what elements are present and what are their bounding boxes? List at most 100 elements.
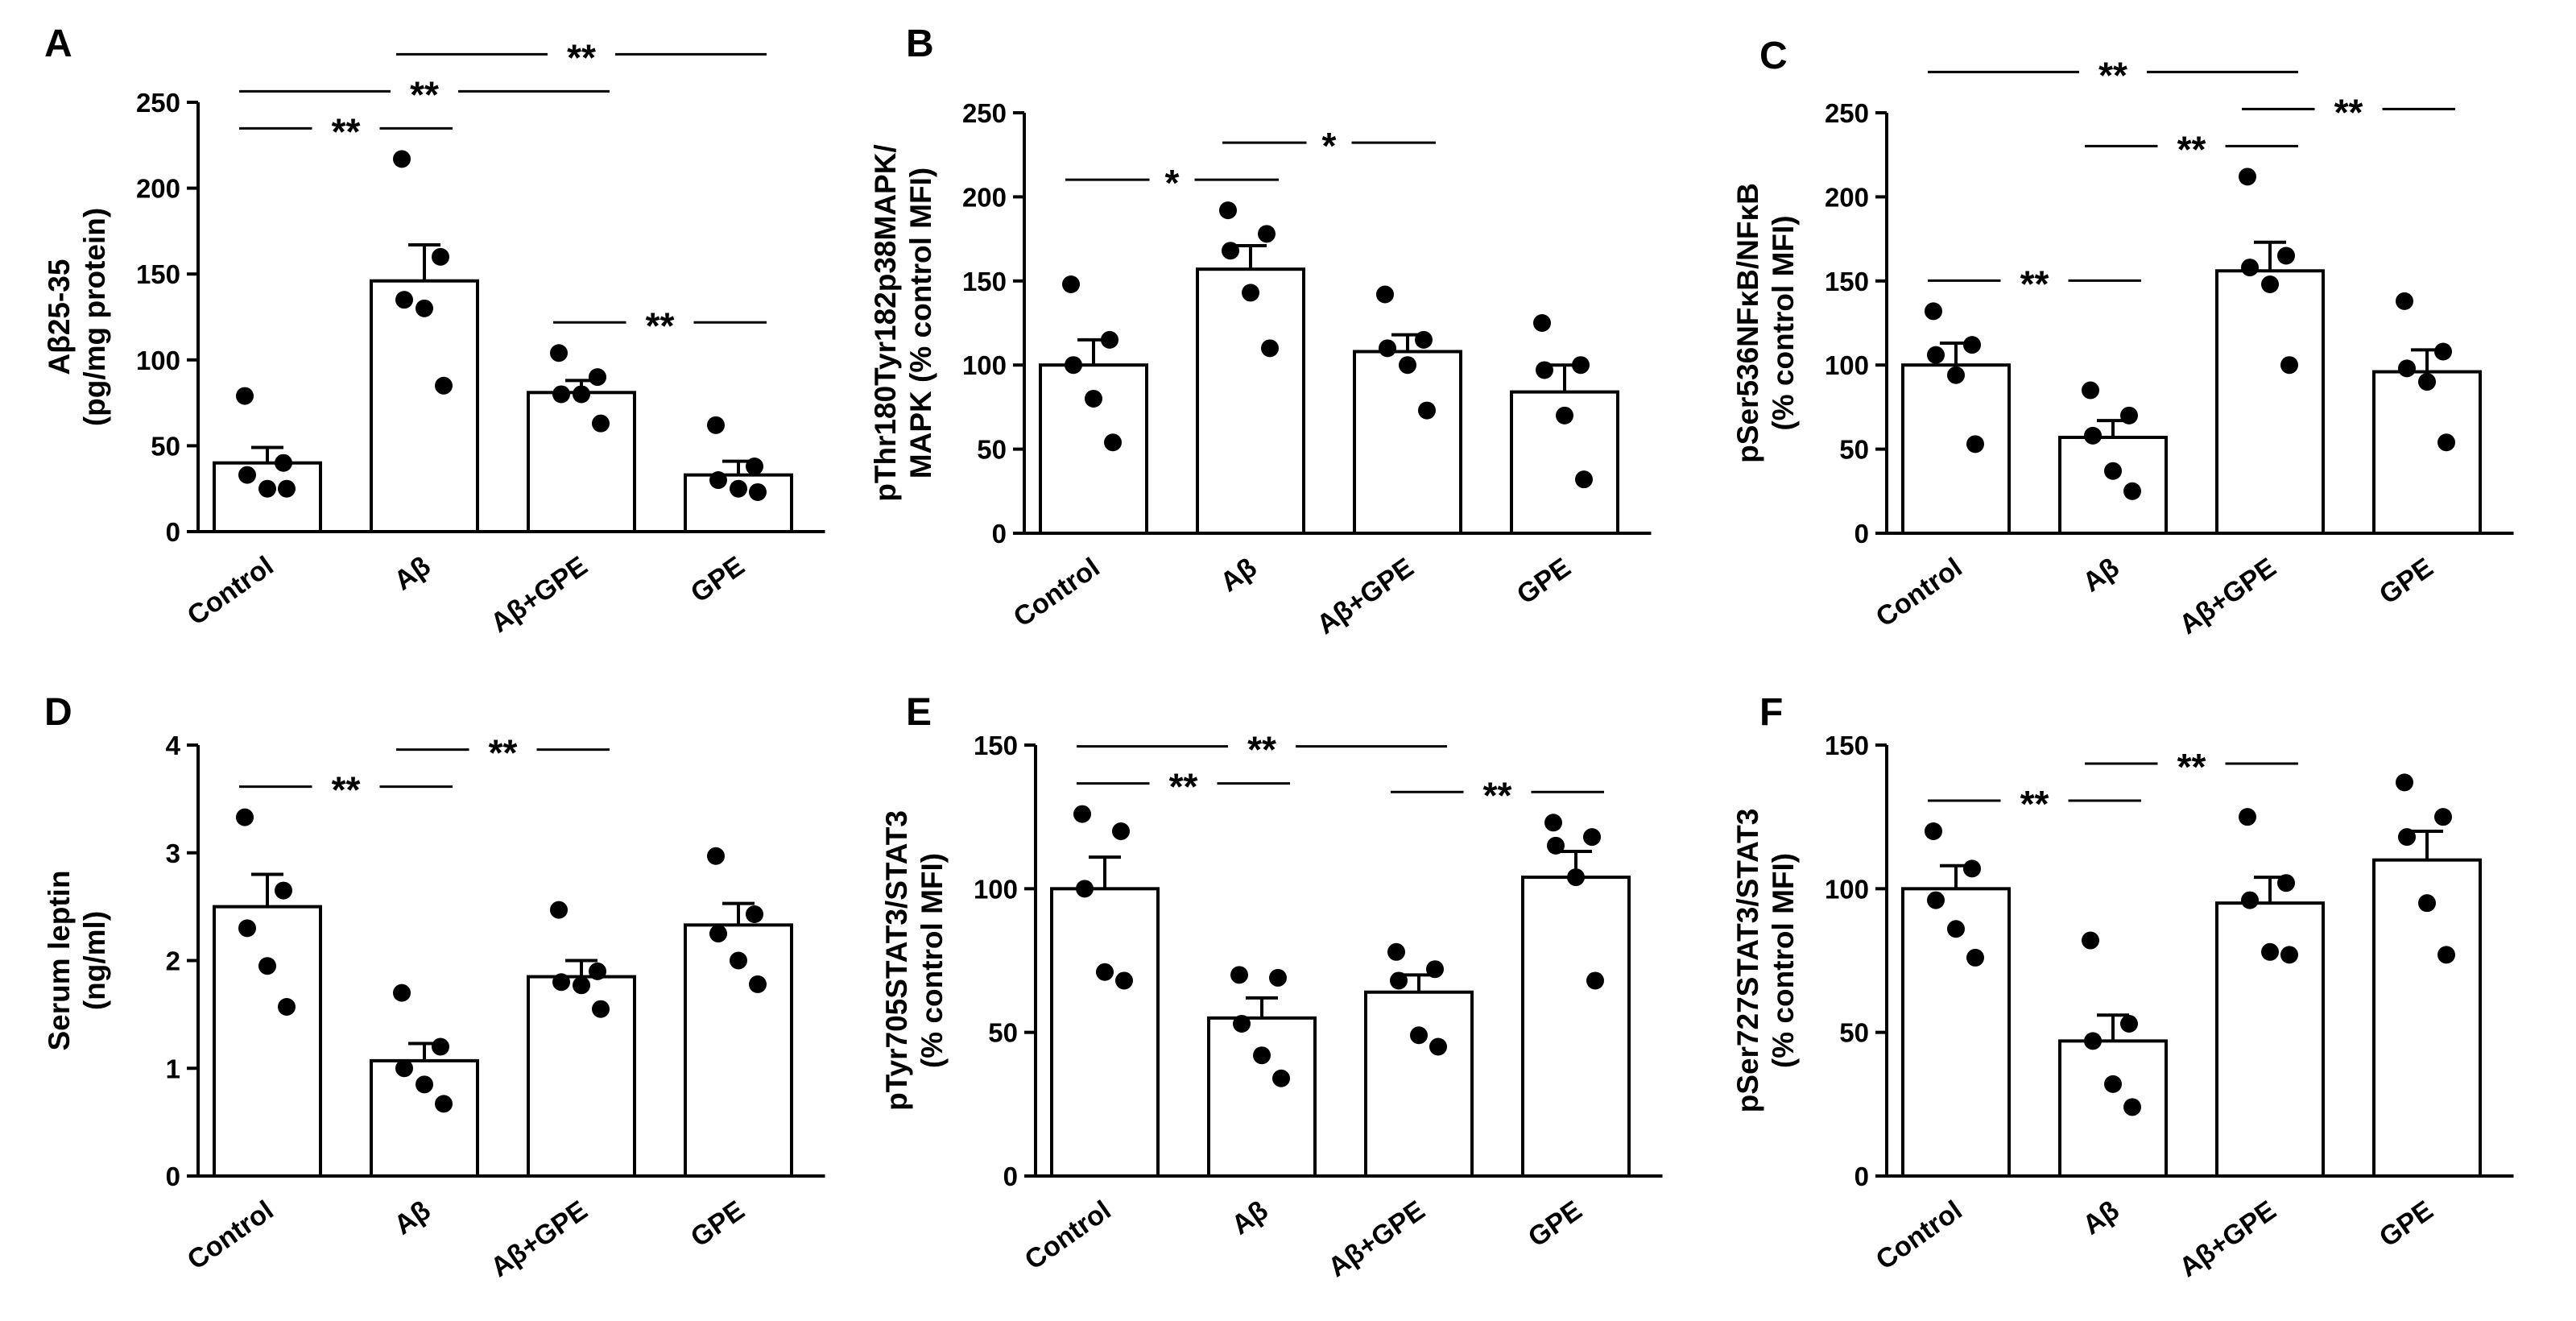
x-tick-label: Aβ (389, 1195, 436, 1240)
data-point (1544, 814, 1562, 832)
x-tick-label: Aβ (2078, 1195, 2125, 1240)
significance-label: ** (2020, 263, 2049, 304)
bar (370, 279, 479, 533)
data-point (550, 901, 568, 919)
bar (213, 905, 322, 1178)
x-tick-label: GPE (685, 1195, 750, 1253)
data-point (2434, 342, 2452, 361)
data-point (2398, 828, 2416, 847)
significance-label: ** (332, 769, 361, 811)
x-tick-label: GPE (1523, 1195, 1588, 1253)
data-point (592, 414, 610, 433)
y-axis-label: (% control MFI) (1767, 853, 1800, 1068)
y-tick-label: 0 (992, 519, 1007, 549)
bar (1521, 876, 1631, 1178)
data-point (552, 973, 570, 992)
data-point (2084, 426, 2102, 445)
y-tick-label: 50 (988, 1018, 1018, 1048)
y-tick-label: 0 (166, 1162, 180, 1191)
data-point (278, 998, 296, 1017)
data-point (238, 466, 256, 484)
data-point (395, 1059, 413, 1078)
bar (2058, 1039, 2168, 1178)
data-point (1567, 868, 1585, 887)
y-tick-label: 1 (166, 1054, 180, 1083)
y-axis-label: pSer536NFκB/NFκB (1731, 183, 1764, 463)
data-point (1556, 406, 1573, 424)
data-point (275, 453, 292, 472)
bar (2215, 901, 2325, 1178)
panel-letter: D (44, 691, 72, 734)
data-point (1065, 356, 1082, 375)
significance-label: ** (2177, 746, 2206, 788)
data-point (1966, 948, 1984, 967)
data-point (2418, 373, 2436, 391)
y-tick-label: 3 (166, 839, 180, 868)
data-point (2123, 482, 2141, 500)
data-point (1925, 302, 1942, 321)
y-axis-label: MAPK (% control MFI) (904, 168, 937, 478)
x-tick-label: Control (1008, 552, 1106, 632)
x-tick-label: Aβ+GPE (2174, 552, 2282, 640)
x-tick-label: Aβ+GPE (1312, 552, 1420, 640)
significance-label: ** (2098, 54, 2127, 96)
data-point (2277, 874, 2295, 892)
data-point (589, 368, 606, 387)
x-tick-label: GPE (685, 550, 750, 608)
data-point (2120, 1014, 2138, 1033)
panel-E: E 0 50 100 150 pTyr705STAT3/STAT3 (% control M… (880, 691, 1663, 1283)
x-tick-label: Aβ (2078, 552, 2125, 598)
significance-label: ** (2334, 91, 2363, 133)
x-tick-label: Aβ (389, 550, 436, 596)
data-point (1536, 361, 1553, 379)
data-point (707, 847, 725, 865)
data-point (1947, 920, 1965, 938)
y-axis-label: (pg/mg protein) (78, 208, 111, 426)
data-point (2280, 946, 2298, 964)
data-point (1379, 339, 1396, 358)
significance-label: ** (1169, 766, 1198, 808)
bar (1196, 267, 1305, 535)
data-point (1219, 201, 1237, 220)
x-tick-label: Control (1871, 552, 1968, 632)
data-point (1062, 275, 1080, 293)
data-point (1429, 1037, 1447, 1056)
data-point (2437, 946, 2455, 964)
y-tick-label: 100 (136, 346, 180, 375)
data-point (1258, 225, 1276, 243)
data-point (1927, 346, 1945, 364)
y-tick-label: 150 (974, 731, 1018, 760)
data-point (1426, 960, 1444, 979)
y-axis-label: (% control MFI) (916, 853, 949, 1068)
data-point (1376, 285, 1394, 304)
data-point (1253, 1046, 1271, 1065)
data-point (2418, 894, 2436, 913)
bar (1364, 990, 1474, 1178)
y-axis-label: pThr180Tyr182p38MAPK/ (869, 144, 902, 501)
data-point (1269, 968, 1287, 987)
data-point (416, 1075, 433, 1094)
data-point (1925, 822, 1942, 840)
panel-letter: B (906, 23, 934, 65)
data-point (1399, 356, 1416, 375)
significance-label: ** (332, 110, 361, 152)
data-point (1272, 1069, 1290, 1087)
y-axis-label: pTyr705STAT3/STAT3 (880, 810, 913, 1111)
x-tick-label: Aβ+GPE (486, 550, 593, 639)
data-point (2123, 1098, 2141, 1116)
panel-letter: A (44, 23, 72, 65)
data-point (1085, 389, 1102, 408)
x-tick-label: Control (1871, 1195, 1968, 1275)
y-tick-label: 50 (1839, 435, 1869, 465)
bar (2215, 269, 2325, 535)
data-point (1586, 971, 1604, 990)
y-tick-label: 50 (151, 431, 180, 461)
data-point (236, 808, 254, 826)
data-point (746, 457, 763, 475)
data-point (2437, 433, 2455, 452)
data-point (1101, 330, 1118, 349)
data-point (2082, 931, 2099, 950)
x-tick-label: Control (182, 550, 279, 631)
data-point (2239, 808, 2256, 826)
